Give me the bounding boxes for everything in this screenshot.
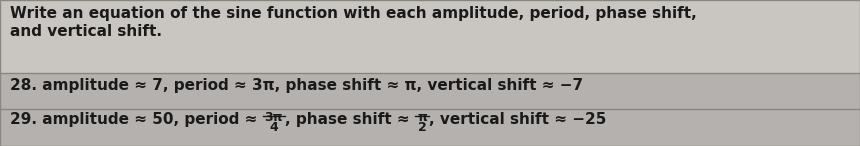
Text: 2: 2 [418,121,427,134]
Text: 29. amplitude ≈ 50, period ≈: 29. amplitude ≈ 50, period ≈ [10,112,262,127]
Text: , phase shift ≈: , phase shift ≈ [286,112,415,127]
Text: Write an equation of the sine function with each amplitude, period, phase shift,: Write an equation of the sine function w… [10,6,697,21]
Bar [0,0,860,73]
Text: 3π: 3π [265,111,283,124]
Text: , vertical shift ≈ −25: , vertical shift ≈ −25 [429,112,606,127]
Bar [0,73,860,146]
Text: π: π [417,111,427,124]
Text: 28. amplitude ≈ 7, period ≈ 3π, phase shift ≈ π, vertical shift ≈ −7: 28. amplitude ≈ 7, period ≈ 3π, phase sh… [10,78,583,93]
Text: 4: 4 [269,121,279,134]
Text: and vertical shift.: and vertical shift. [10,24,162,39]
